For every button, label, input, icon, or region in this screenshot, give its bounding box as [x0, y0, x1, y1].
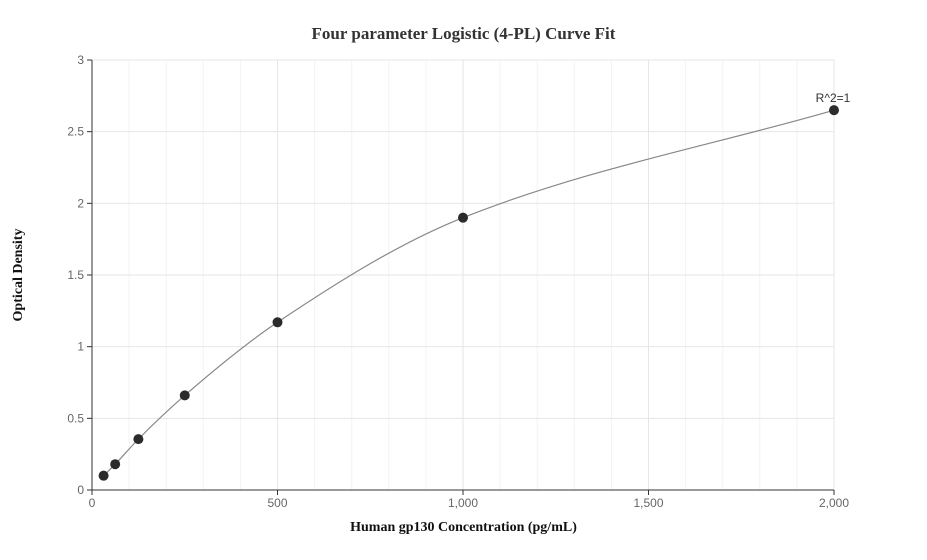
- data-point: [829, 105, 839, 116]
- x-tick-label: 2,000: [819, 496, 849, 510]
- y-axis-title: Optical Density: [11, 229, 26, 322]
- x-tick-label: 1,500: [633, 496, 663, 510]
- ticks: 0 500 1,000 1,500 2,000 0 0.5 1 1.5 2 2.5 3: [67, 53, 849, 510]
- y-tick-label: 2.5: [67, 125, 84, 139]
- data-points: [98, 105, 839, 481]
- x-tick-label: 1,000: [448, 496, 478, 510]
- y-tick-label: 1.5: [67, 268, 84, 282]
- data-point: [98, 470, 109, 481]
- fit-curve: [103, 109, 835, 477]
- y-tick-label: 2: [77, 196, 84, 210]
- x-tick-label: 500: [267, 496, 287, 510]
- y-tick-label: 0.5: [67, 411, 84, 425]
- grid: [91, 59, 835, 491]
- x-tick-label: 0: [89, 496, 96, 510]
- y-tick-label: 0: [77, 483, 84, 497]
- r-squared-annotation: R^2=1: [816, 91, 851, 105]
- data-point: [110, 459, 121, 470]
- data-point: [133, 434, 144, 445]
- x-axis-title: Human gp130 Concentration (pg/mL): [350, 520, 577, 535]
- chart-title: Four parameter Logistic (4-PL) Curve Fit: [312, 24, 616, 43]
- data-point: [272, 317, 283, 328]
- y-tick-label: 1: [77, 340, 84, 354]
- data-point: [458, 212, 468, 223]
- y-tick-label: 3: [77, 53, 84, 67]
- data-point: [179, 390, 190, 401]
